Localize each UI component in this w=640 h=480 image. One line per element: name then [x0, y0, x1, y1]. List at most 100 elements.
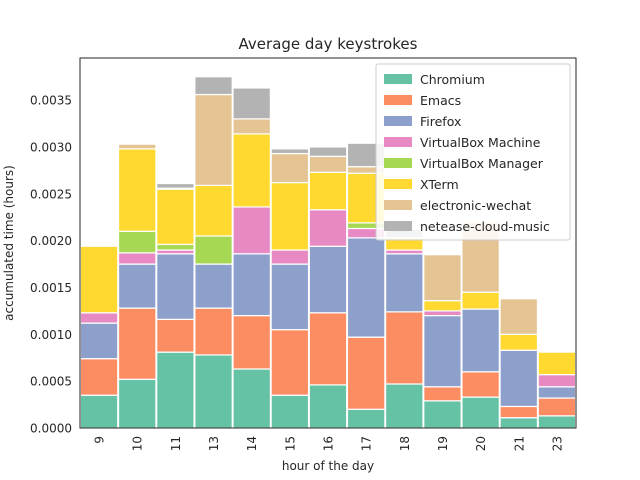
y-tick-label: 0.0010 [30, 328, 72, 342]
bar-segment [79, 394, 119, 429]
bar-segment [423, 314, 462, 388]
y-tick-label: 0.0000 [30, 422, 72, 436]
bar-segment [461, 371, 500, 398]
bar-segment [232, 314, 271, 370]
bar-segment [423, 310, 462, 317]
bar-segment [270, 249, 310, 265]
bar-segment [194, 235, 233, 265]
legend-entry: electronic-wechat [420, 198, 531, 213]
x-tick-label: 18 [398, 436, 412, 451]
legend: Chromium Emacs Firefox VirtualBox Machine Vi… [375, 63, 571, 241]
bar-segment [117, 230, 157, 254]
bar-segment [423, 400, 462, 429]
legend-entry: Emacs [420, 93, 461, 108]
bar-segment [346, 336, 386, 410]
bar-segment [194, 354, 233, 429]
bar-segment [79, 245, 119, 314]
y-axis-label: accumulated time (hours) [2, 165, 16, 321]
bar-segment [117, 252, 157, 265]
plot-frame [79, 57, 577, 429]
x-tick-label: 16 [322, 436, 336, 451]
bar-segment [308, 209, 348, 247]
bar-segment [461, 396, 500, 429]
x-tick-label: 14 [245, 436, 259, 451]
bar-segment [308, 146, 348, 157]
bar-segment [499, 349, 539, 408]
bar-segment [194, 93, 233, 186]
bar-segment [232, 87, 271, 120]
x-tick-label: 20 [474, 436, 488, 451]
legend-entry: VirtualBox Machine [420, 135, 541, 150]
bar-segment [499, 405, 539, 419]
bar-segment [423, 254, 462, 302]
bar-segment [117, 307, 157, 380]
x-axis-label: hour of the day [282, 459, 374, 473]
legend-swatch [384, 116, 412, 126]
x-tick-label: 15 [283, 436, 297, 451]
bar-segment [270, 329, 310, 396]
bar-segment [156, 318, 195, 353]
x-tick-label: 21 [512, 436, 526, 451]
bar-segment [537, 374, 577, 388]
bar-segment [117, 263, 157, 309]
legend-swatch [384, 137, 412, 147]
bar-segment [308, 384, 348, 429]
bar-segment [499, 298, 539, 335]
bar-segment [79, 358, 119, 396]
bar-segment [499, 417, 539, 429]
bar-segment [194, 263, 233, 309]
legend-swatch [384, 158, 412, 168]
y-axis-ticks: 0.0000 0.0005 0.0010 0.0015 0.0020 0.0025 0.00… [30, 94, 72, 436]
bar-segment [270, 394, 310, 429]
legend-entry: Firefox [420, 114, 461, 129]
legend-swatch [384, 221, 412, 231]
x-tick-label: 11 [169, 436, 183, 451]
x-tick-label: 13 [207, 436, 221, 451]
bar-segment [270, 263, 310, 331]
bar-segment [423, 386, 462, 402]
bar-segment [537, 415, 577, 429]
bar-segment [537, 397, 577, 417]
bar-segment [308, 312, 348, 386]
bar-segment [232, 118, 271, 135]
x-tick-label: 17 [360, 436, 374, 451]
bar-segment [117, 143, 157, 150]
bar-segment [156, 188, 195, 246]
bar-segment [79, 312, 119, 324]
bar-segment [156, 253, 195, 320]
bar-segment [308, 171, 348, 211]
bar-segment [270, 152, 310, 184]
bar-segment [385, 383, 424, 429]
legend-entry: XTerm [420, 177, 459, 192]
bar-segment [346, 237, 386, 338]
bar-segment [232, 133, 271, 208]
y-tick-label: 0.0035 [30, 94, 72, 108]
y-tick-label: 0.0030 [30, 140, 72, 154]
legend-entry: VirtualBox Manager [420, 156, 544, 171]
bar-segment [537, 386, 577, 399]
bar-segment [117, 148, 157, 232]
bar-segment [346, 408, 386, 429]
bar-segment [194, 76, 233, 96]
legend-swatch [384, 200, 412, 210]
y-tick-label: 0.0025 [30, 187, 72, 201]
chart-title: Average day keystrokes [239, 35, 418, 53]
y-tick-label: 0.0005 [30, 375, 72, 389]
legend-box [375, 63, 571, 241]
bar-segment [79, 322, 119, 360]
bar-segment [232, 368, 271, 429]
legend-entry: Chromium [420, 72, 485, 87]
bar-segment [270, 148, 310, 155]
bar-segment [156, 182, 195, 189]
legend-swatch [384, 95, 412, 105]
bar-segment [461, 291, 500, 310]
bar-segment [232, 253, 271, 317]
bar-segment [423, 300, 462, 312]
bar-segment [194, 184, 233, 237]
bar-segment [117, 378, 157, 429]
x-axis-ticks: 9 10 11 13 14 15 16 17 18 19 20 21 23 [93, 436, 565, 451]
bar-segment [537, 351, 577, 376]
bar-segment [385, 311, 424, 385]
bar-segment [308, 155, 348, 173]
